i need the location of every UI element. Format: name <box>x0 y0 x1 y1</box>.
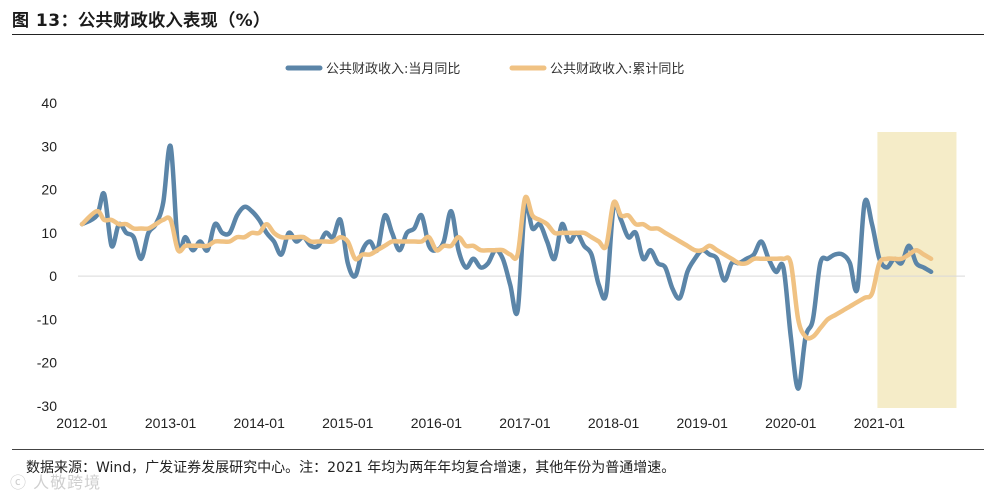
y-tick-label: -10 <box>37 311 57 327</box>
series-layer <box>79 143 934 391</box>
series-line-1 <box>79 143 934 391</box>
line-chart: -30 -20 -10 0 10 20 30 40 2012-01 2013-01 2014-01 2… <box>37 62 965 431</box>
x-tick-label: 2021-01 <box>854 415 906 431</box>
figure-title: 图 13：公共财政收入表现（%） <box>12 11 271 31</box>
footer-rule <box>12 449 984 450</box>
x-tick-label: 2016-01 <box>411 415 463 431</box>
axis-layer: -30 -20 -10 0 10 20 30 40 2012-01 2013-01 2014-01 2… <box>37 95 965 431</box>
y-tick-label: 30 <box>41 138 57 154</box>
series-line-2 <box>79 194 934 341</box>
x-tick-label: 2015-01 <box>322 415 374 431</box>
legend-label-2: 公共财政收入:累计同比 <box>550 62 684 77</box>
x-tick-label: 2014-01 <box>234 415 286 431</box>
x-tick-label: 2012-01 <box>56 415 108 431</box>
x-tick-label: 2020-01 <box>765 415 817 431</box>
x-tick-label: 2013-01 <box>145 415 197 431</box>
y-tick-label: -20 <box>37 355 57 371</box>
y-tick-label: 40 <box>41 95 57 111</box>
source-note: 数据来源：Wind，广发证券发展研究中心。注：2021 年均为两年年均复合增速，… <box>26 460 676 476</box>
shaded-region-layer <box>877 132 957 408</box>
y-tick-label: 20 <box>41 182 57 198</box>
watermark: ⓒ 人敬跨境 <box>10 473 102 492</box>
legend: 公共财政收入:当月同比 公共财政收入:累计同比 <box>285 62 684 77</box>
x-tick-label: 2017-01 <box>499 415 551 431</box>
y-tick-label: 0 <box>49 268 57 284</box>
shaded-region <box>877 132 957 408</box>
legend-label-1: 公共财政收入:当月同比 <box>326 62 460 77</box>
y-tick-label: -30 <box>37 398 57 414</box>
x-tick-label: 2018-01 <box>588 415 640 431</box>
title-rule <box>12 34 984 35</box>
y-tick-label: 10 <box>41 225 57 241</box>
x-tick-label: 2019-01 <box>677 415 729 431</box>
